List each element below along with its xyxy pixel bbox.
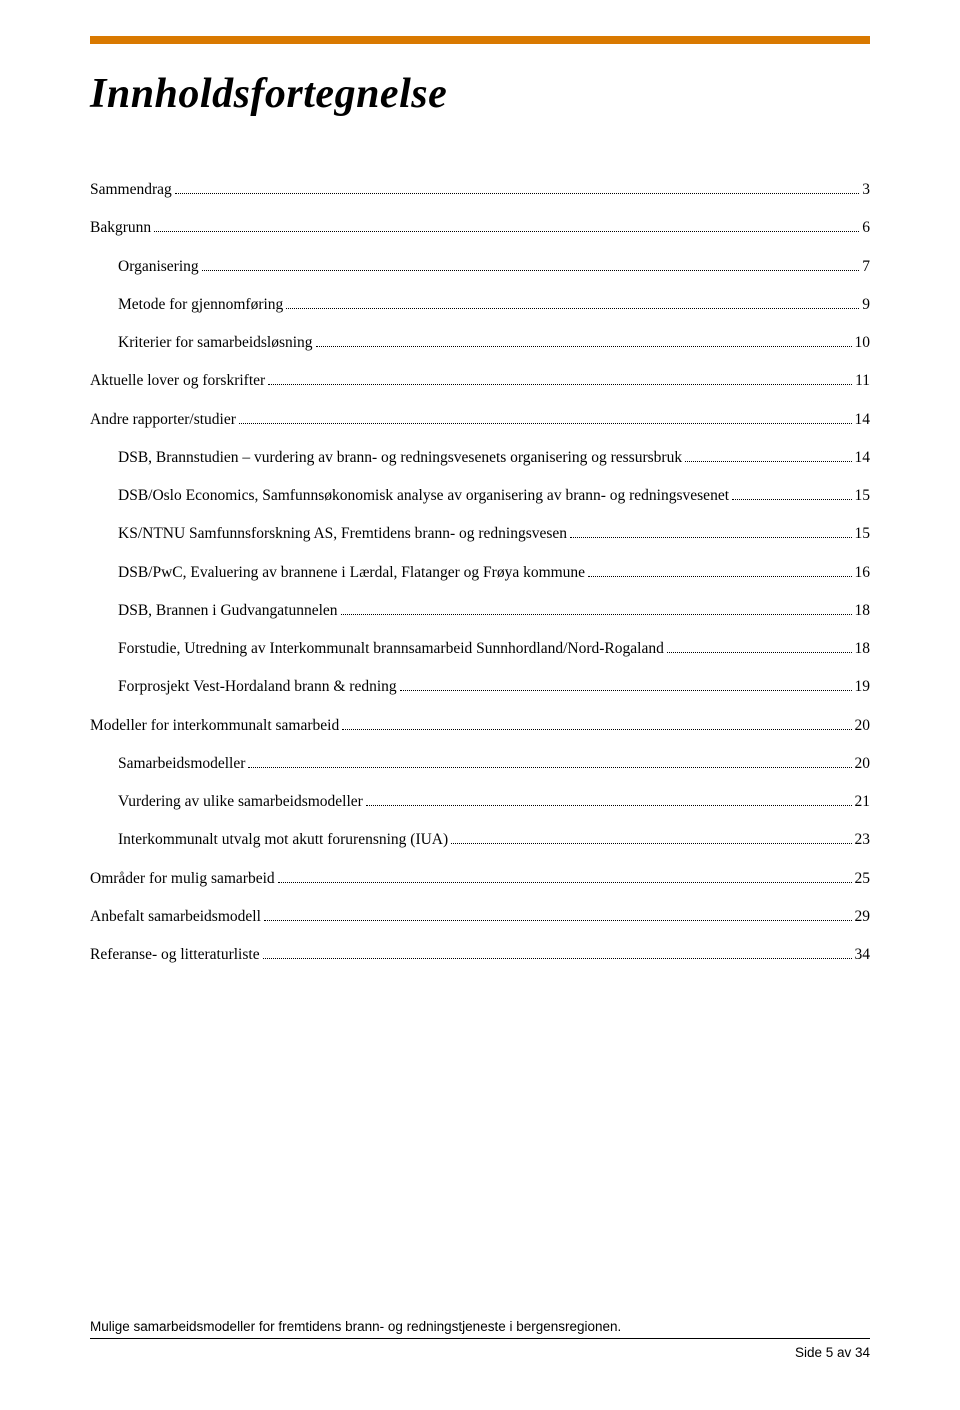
toc-entry-label: DSB/PwC, Evaluering av brannene i Lærdal… xyxy=(118,561,585,584)
toc-leader-dots xyxy=(263,958,852,959)
toc-entry-label: KS/NTNU Samfunnsforskning AS, Fremtidens… xyxy=(118,522,567,545)
toc-entry-label: DSB, Brannstudien – vurdering av brann- … xyxy=(118,446,682,469)
document-page: Innholdsfortegnelse Sammendrag 3 Bakgrunn 6… xyxy=(0,0,960,1410)
toc-entry-page: 18 xyxy=(855,637,871,660)
toc-entry-label: DSB, Brannen i Gudvangatunnelen xyxy=(118,599,338,622)
toc-entry[interactable]: Metode for gjennomføring 9 xyxy=(118,293,870,316)
toc-entry-label: Områder for mulig samarbeid xyxy=(90,867,275,890)
footer-rule xyxy=(90,1338,870,1339)
toc-entry-page: 34 xyxy=(855,943,871,966)
toc-entry-page: 20 xyxy=(855,714,871,737)
toc-entry[interactable]: Organisering 7 xyxy=(118,255,870,278)
toc-leader-dots xyxy=(570,537,851,538)
page-title: Innholdsfortegnelse xyxy=(90,70,870,118)
toc-entry-label: Forstudie, Utredning av Interkommunalt b… xyxy=(118,637,664,660)
toc-entry[interactable]: Samarbeidsmodeller 20 xyxy=(118,752,870,775)
toc-entry[interactable]: Områder for mulig samarbeid 25 xyxy=(90,867,870,890)
toc-entry-page: 11 xyxy=(855,369,870,392)
toc-entry-page: 10 xyxy=(855,331,871,354)
toc-entry[interactable]: Forprosjekt Vest-Hordaland brann & redni… xyxy=(118,675,870,698)
table-of-contents: Sammendrag 3 Bakgrunn 6 Organisering 7 Metode … xyxy=(90,178,870,966)
toc-entry-page: 16 xyxy=(855,561,871,584)
toc-entry[interactable]: DSB/Oslo Economics, Samfunnsøkonomisk an… xyxy=(118,484,870,507)
toc-entry[interactable]: Anbefalt samarbeidsmodell 29 xyxy=(90,905,870,928)
toc-entry-label: Andre rapporter/studier xyxy=(90,408,236,431)
toc-entry-page: 3 xyxy=(862,178,870,201)
toc-entry-page: 9 xyxy=(862,293,870,316)
toc-entry-label: Forprosjekt Vest-Hordaland brann & redni… xyxy=(118,675,397,698)
toc-entry-page: 25 xyxy=(855,867,871,890)
toc-entry-page: 19 xyxy=(855,675,871,698)
toc-entry-page: 29 xyxy=(855,905,871,928)
toc-entry-label: Aktuelle lover og forskrifter xyxy=(90,369,265,392)
toc-entry[interactable]: Forstudie, Utredning av Interkommunalt b… xyxy=(118,637,870,660)
toc-entry-page: 21 xyxy=(855,790,871,813)
toc-entry[interactable]: DSB, Brannstudien – vurdering av brann- … xyxy=(118,446,870,469)
toc-entry-page: 18 xyxy=(855,599,871,622)
toc-entry[interactable]: Modeller for interkommunalt samarbeid 20 xyxy=(90,714,870,737)
toc-entry[interactable]: Andre rapporter/studier 14 xyxy=(90,408,870,431)
toc-leader-dots xyxy=(202,270,860,271)
toc-entry[interactable]: Sammendrag 3 xyxy=(90,178,870,201)
toc-leader-dots xyxy=(316,346,852,347)
top-accent-rule xyxy=(90,36,870,44)
toc-entry[interactable]: Interkommunalt utvalg mot akutt forurens… xyxy=(118,828,870,851)
toc-leader-dots xyxy=(732,499,851,500)
toc-leader-dots xyxy=(286,308,859,309)
toc-entry-page: 15 xyxy=(855,484,871,507)
toc-leader-dots xyxy=(175,193,859,194)
toc-leader-dots xyxy=(366,805,852,806)
toc-entry[interactable]: Bakgrunn 6 xyxy=(90,216,870,239)
toc-leader-dots xyxy=(685,461,851,462)
toc-entry-page: 6 xyxy=(862,216,870,239)
toc-entry-label: Kriterier for samarbeidsløsning xyxy=(118,331,313,354)
footer-text: Mulige samarbeidsmodeller for fremtidens… xyxy=(90,1319,870,1334)
toc-entry-label: Samarbeidsmodeller xyxy=(118,752,245,775)
toc-entry-page: 15 xyxy=(855,522,871,545)
toc-entry-page: 7 xyxy=(862,255,870,278)
toc-entry-label: Vurdering av ulike samarbeidsmodeller xyxy=(118,790,363,813)
toc-leader-dots xyxy=(248,767,851,768)
toc-entry[interactable]: Vurdering av ulike samarbeidsmodeller 21 xyxy=(118,790,870,813)
toc-leader-dots xyxy=(588,576,851,577)
toc-leader-dots xyxy=(667,652,852,653)
toc-entry-label: Modeller for interkommunalt samarbeid xyxy=(90,714,339,737)
toc-entry-label: Anbefalt samarbeidsmodell xyxy=(90,905,261,928)
toc-entry[interactable]: Kriterier for samarbeidsløsning 10 xyxy=(118,331,870,354)
toc-entry[interactable]: DSB, Brannen i Gudvangatunnelen 18 xyxy=(118,599,870,622)
toc-entry-page: 20 xyxy=(855,752,871,775)
toc-entry-label: Interkommunalt utvalg mot akutt forurens… xyxy=(118,828,448,851)
toc-entry-label: Bakgrunn xyxy=(90,216,151,239)
page-footer: Mulige samarbeidsmodeller for fremtidens… xyxy=(90,1319,870,1360)
toc-leader-dots xyxy=(278,882,852,883)
toc-leader-dots xyxy=(400,690,852,691)
toc-entry-page: 23 xyxy=(855,828,871,851)
toc-entry[interactable]: Referanse- og litteraturliste 34 xyxy=(90,943,870,966)
toc-entry[interactable]: DSB/PwC, Evaluering av brannene i Lærdal… xyxy=(118,561,870,584)
toc-entry-label: Referanse- og litteraturliste xyxy=(90,943,260,966)
toc-entry[interactable]: KS/NTNU Samfunnsforskning AS, Fremtidens… xyxy=(118,522,870,545)
toc-entry[interactable]: Aktuelle lover og forskrifter 11 xyxy=(90,369,870,392)
toc-leader-dots xyxy=(268,384,852,385)
toc-leader-dots xyxy=(451,843,851,844)
toc-entry-label: Metode for gjennomføring xyxy=(118,293,283,316)
footer-page-number: Side 5 av 34 xyxy=(90,1345,870,1360)
toc-entry-page: 14 xyxy=(855,408,871,431)
toc-leader-dots xyxy=(341,614,852,615)
toc-entry-label: DSB/Oslo Economics, Samfunnsøkonomisk an… xyxy=(118,484,729,507)
toc-leader-dots xyxy=(154,231,859,232)
toc-leader-dots xyxy=(239,423,852,424)
toc-leader-dots xyxy=(264,920,852,921)
toc-entry-label: Organisering xyxy=(118,255,199,278)
toc-leader-dots xyxy=(342,729,851,730)
toc-entry-page: 14 xyxy=(855,446,871,469)
toc-entry-label: Sammendrag xyxy=(90,178,172,201)
